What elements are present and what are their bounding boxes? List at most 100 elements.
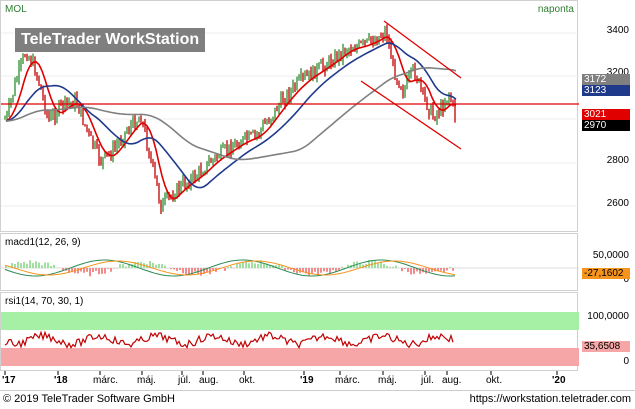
macd-histogram-bar: [113, 268, 115, 269]
macd-histogram-bar: [401, 268, 403, 271]
macd-histogram-bar: [194, 268, 196, 271]
macd-histogram-bar: [122, 264, 124, 268]
symbol-label: MOL: [5, 4, 27, 15]
macd-histogram-bar: [338, 268, 340, 270]
macd-histogram-bar: [83, 268, 85, 273]
macd-histogram-bar: [107, 268, 109, 269]
time-label: okt.: [486, 375, 502, 386]
macd-histogram-bar: [230, 266, 232, 268]
macd-histogram-bar: [89, 268, 91, 276]
copyright-text: © 2019 TeleTrader Software GmbH: [3, 393, 175, 405]
macd-histogram-bar: [170, 268, 172, 269]
time-label: '17: [2, 375, 16, 386]
rsi-label: rsi1(14, 70, 30, 1): [5, 296, 83, 307]
macd-histogram-bar: [407, 268, 409, 272]
macd-histogram-bar: [32, 263, 34, 268]
macd-histogram-bar: [296, 268, 298, 274]
macd-histogram-bar: [188, 268, 190, 274]
macd-histogram-bar: [374, 261, 376, 268]
macd-histogram-bar: [212, 268, 214, 270]
macd-histogram-bar: [14, 264, 16, 268]
macd-histogram-bar: [77, 268, 79, 273]
macd-histogram-bar: [86, 268, 88, 272]
rsi-axis[interactable]: 100,0000 0: [578, 292, 635, 371]
macd-histogram-bar: [26, 264, 28, 268]
rsi-overbought-zone: [1, 312, 579, 330]
macd-histogram-bar: [200, 268, 202, 276]
macd-histogram-bar: [44, 263, 46, 268]
macd-histogram-bar: [239, 263, 241, 268]
macd-histogram-bar: [254, 263, 256, 268]
macd-histogram-bar: [23, 262, 25, 268]
macd-histogram-bar: [152, 263, 154, 268]
macd-histogram-bar: [128, 265, 130, 268]
macd-histogram-bar: [377, 263, 379, 268]
macd-histogram-bar: [98, 268, 100, 274]
time-label: máj.: [378, 375, 397, 386]
macd-histogram-bar: [446, 268, 448, 270]
macd-histogram-bar: [332, 268, 334, 270]
macd-histogram-bar: [185, 268, 187, 275]
macd-histogram-bar: [392, 267, 394, 268]
rsi-oversold-zone: [1, 348, 579, 366]
macd-histogram-bar: [287, 268, 289, 269]
macd-histogram-bar: [17, 262, 19, 268]
macd-histogram-bar: [95, 268, 97, 271]
brand-watermark: TeleTrader WorkStation: [15, 28, 205, 52]
rsi-pane[interactable]: rsi1(14, 70, 30, 1): [0, 292, 578, 371]
macd-histogram-bar: [224, 268, 226, 271]
macd-histogram-bar: [50, 266, 52, 268]
time-label: aug.: [199, 375, 218, 386]
macd-histogram-bar: [320, 268, 322, 273]
website-link[interactable]: https://workstation.teletrader.com: [470, 393, 631, 405]
rsi-svg: [1, 293, 579, 372]
macd-histogram-bar: [308, 268, 310, 275]
macd-histogram-bar: [125, 267, 127, 268]
macd-axis[interactable]: 50,0000 0: [578, 233, 635, 291]
ma-slow-value-tag: 3172: [582, 74, 630, 85]
macd-histogram-bar: [119, 264, 121, 268]
time-label: júl.: [421, 375, 434, 386]
macd-pane[interactable]: macd1(12, 26, 9): [0, 233, 578, 291]
macd-histogram-bar: [173, 268, 175, 269]
macd-histogram-bar: [383, 264, 385, 268]
macd-histogram-bar: [257, 264, 259, 268]
macd-histogram-bar: [53, 265, 55, 268]
ma-fast-line: [6, 37, 456, 199]
macd-histogram-bar: [425, 268, 427, 274]
macd-histogram-bar: [248, 263, 250, 268]
macd-histogram-bar: [413, 268, 415, 274]
time-label: júl.: [178, 375, 191, 386]
macd-histogram-bar: [176, 268, 178, 271]
ma-fast-value-tag: 3021: [582, 109, 630, 120]
price-chart-pane[interactable]: MOL naponta TeleTrader WorkStation: [0, 0, 578, 232]
footer-bar: © 2019 TeleTrader Software GmbH https://…: [0, 390, 635, 409]
price-tick: 2800: [607, 155, 629, 166]
ma-mid-value-tag: 3123: [582, 85, 630, 96]
macd-histogram-bar: [251, 262, 253, 268]
macd-histogram-bar: [389, 267, 391, 268]
time-label: '20: [552, 375, 566, 386]
macd-histogram-bar: [29, 260, 31, 268]
rsi-line: [5, 332, 453, 348]
macd-histogram-bar: [35, 261, 37, 268]
macd-histogram-bar: [161, 264, 163, 268]
macd-histogram-bar: [440, 268, 442, 271]
time-label: aug.: [442, 375, 461, 386]
macd-histogram-bar: [242, 262, 244, 268]
macd-histogram-bar: [452, 268, 454, 271]
macd-histogram-bar: [182, 268, 184, 273]
ma-mid-line: [6, 43, 456, 188]
last-price-tag: 2970: [582, 120, 630, 131]
time-label: márc.: [93, 375, 118, 386]
macd-histogram-bar: [104, 268, 106, 274]
macd-histogram-bar: [47, 263, 49, 268]
macd-histogram-bar: [314, 268, 316, 272]
period-label: naponta: [538, 4, 574, 15]
time-label: '19: [300, 375, 314, 386]
macd-histogram-bar: [341, 267, 343, 268]
price-tick: 2600: [607, 198, 629, 209]
macd-histogram-bar: [326, 268, 328, 272]
macd-histogram-bar: [410, 268, 412, 274]
macd-histogram-bar: [395, 265, 397, 268]
